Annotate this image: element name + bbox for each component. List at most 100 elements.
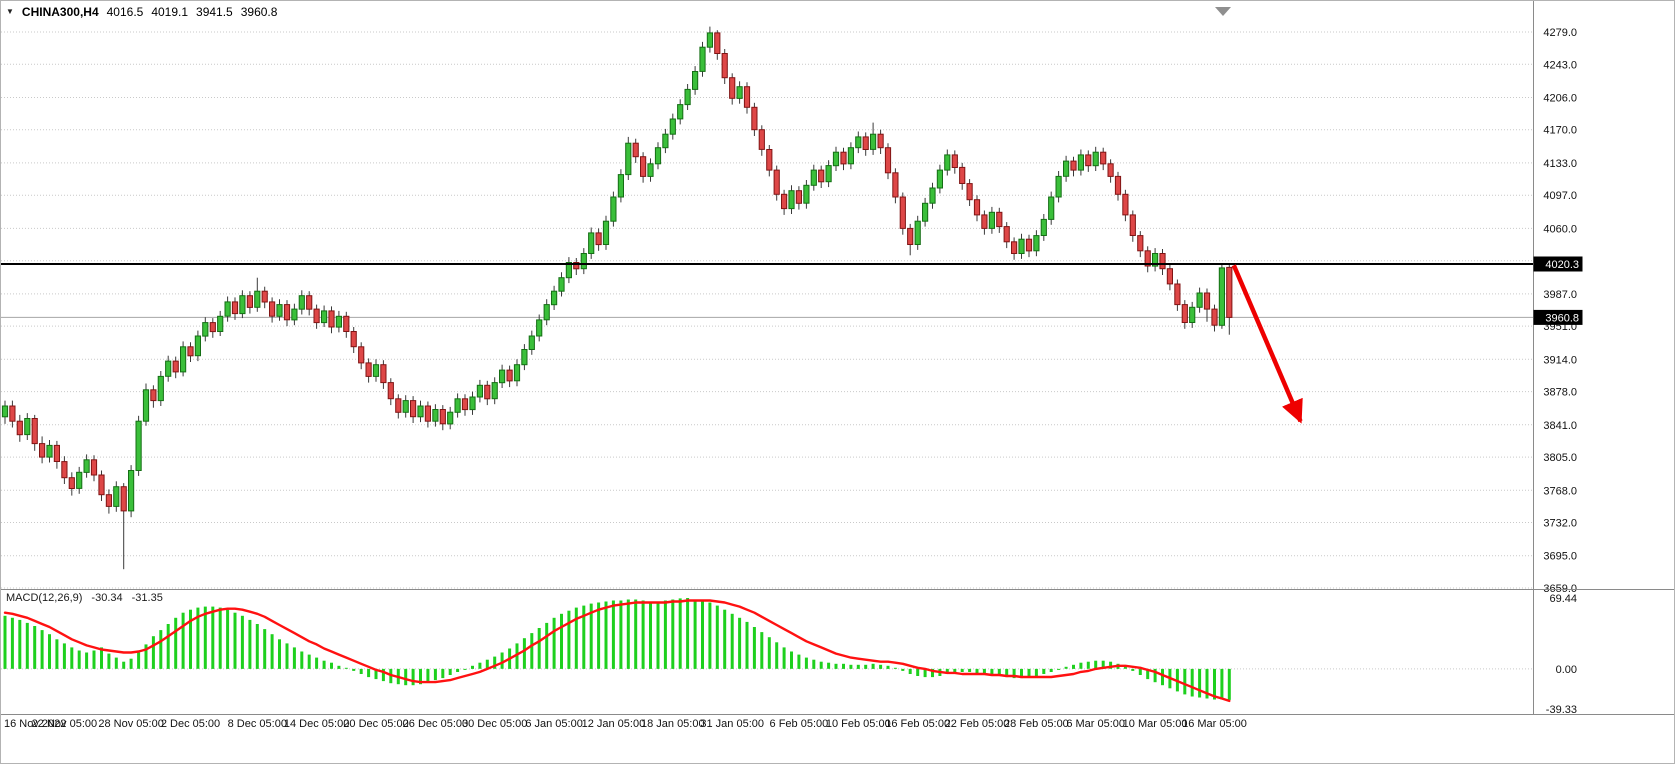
chart-shift-icon[interactable] (1215, 7, 1231, 16)
macd-bar (381, 668, 385, 682)
macd-bar (901, 668, 905, 671)
macd-bar (738, 617, 742, 669)
candle-up (825, 165, 832, 183)
candle-down (98, 474, 105, 496)
macd-bar (189, 609, 192, 669)
macd-bar (1005, 668, 1009, 678)
macd-bar (886, 665, 890, 669)
candle-up (24, 418, 31, 436)
candle-down (840, 151, 847, 165)
macd-bar (278, 639, 281, 669)
macd-bar (1049, 668, 1053, 672)
macd-bar (144, 644, 148, 669)
macd-bar (1190, 668, 1194, 697)
macd-bar (456, 668, 460, 672)
candle-up (669, 118, 676, 135)
candle-down (966, 183, 973, 201)
date-tick: 16 Nov 2022 (4, 718, 66, 730)
candle-up (929, 187, 936, 204)
candle-up (543, 304, 550, 321)
candle-down (1122, 193, 1129, 216)
macd-bar (1213, 668, 1216, 700)
candle-up (536, 319, 543, 337)
macd-bar (352, 668, 356, 671)
macd-bar (916, 668, 920, 676)
macd-bar (560, 613, 563, 669)
macd-bar (1064, 666, 1068, 669)
candle-down (424, 405, 431, 422)
macd-signal-line (3, 599, 1231, 703)
macd-bar (1146, 668, 1150, 680)
macd-bar (701, 600, 704, 669)
candle-up (83, 459, 90, 473)
candle-up (528, 335, 535, 350)
macd-bar (923, 668, 927, 678)
svg-text:3768.0: 3768.0 (1543, 485, 1577, 497)
trend-arrow[interactable] (1231, 264, 1303, 424)
macd-axis[interactable]: 69.44 0.00 -39.33 (1, 593, 1577, 716)
macd-bar (567, 610, 571, 669)
candle-down (1166, 268, 1174, 285)
macd-bar (834, 663, 838, 669)
candle-up (692, 71, 699, 90)
macd-bar (85, 652, 89, 669)
symbol-dropdown-icon[interactable]: ▼ (6, 7, 14, 16)
date-tick: 31 Jan 05:00 (700, 718, 764, 730)
macd-bar (997, 668, 1001, 676)
candle-up (922, 202, 929, 222)
macd-bar (530, 633, 534, 669)
macd-bar (107, 653, 111, 669)
macd-bar (330, 662, 333, 669)
macd-bar (159, 630, 163, 669)
candle-down (959, 166, 966, 184)
candle-up (1189, 306, 1196, 323)
candle-up (551, 290, 558, 306)
candle-up (157, 375, 164, 402)
macd-bar (485, 659, 489, 669)
svg-text:4020.3: 4020.3 (1545, 259, 1579, 271)
macd-main-value: -30.34 (91, 592, 123, 604)
date-tick: 2 Dec 05:00 (161, 718, 220, 730)
candle-up (417, 405, 424, 418)
macd-bar (908, 668, 912, 674)
candle-up (647, 163, 654, 177)
candle-down (1203, 292, 1211, 310)
macd-bar (25, 622, 29, 669)
macd-bar (790, 651, 793, 669)
candle-up (706, 32, 713, 48)
candle-up (988, 211, 995, 229)
macd-bar (1205, 668, 1209, 699)
candle-up (432, 409, 439, 422)
candle-down (380, 364, 387, 384)
date-tick: 16 Feb 05:00 (885, 718, 950, 730)
candle-up (936, 169, 943, 189)
macd-bar (656, 601, 660, 669)
candle-down (751, 106, 758, 131)
macd-bar (515, 643, 519, 669)
macd-bar (129, 658, 133, 669)
macd-bar (433, 668, 437, 681)
macd-bar (641, 600, 645, 669)
candle-down (283, 304, 291, 321)
macd-histogram (3, 598, 1231, 700)
macd-bar (723, 609, 727, 669)
macd-bar (367, 668, 371, 678)
macd-bar (70, 647, 74, 669)
date-tick: 16 Mar 05:00 (1182, 718, 1247, 730)
macd-bar (100, 647, 103, 669)
candle-up (476, 384, 483, 398)
candle-down (313, 308, 320, 324)
macd-bar (752, 627, 756, 669)
candle-down (61, 461, 68, 479)
candle-up (1040, 218, 1047, 236)
macd-bar (804, 657, 808, 669)
candle-up (736, 86, 743, 99)
candle-down (743, 86, 751, 108)
macd-bar (226, 609, 230, 669)
macd-bar (693, 599, 697, 669)
candle-down (387, 382, 394, 400)
candle-up (1055, 175, 1062, 198)
